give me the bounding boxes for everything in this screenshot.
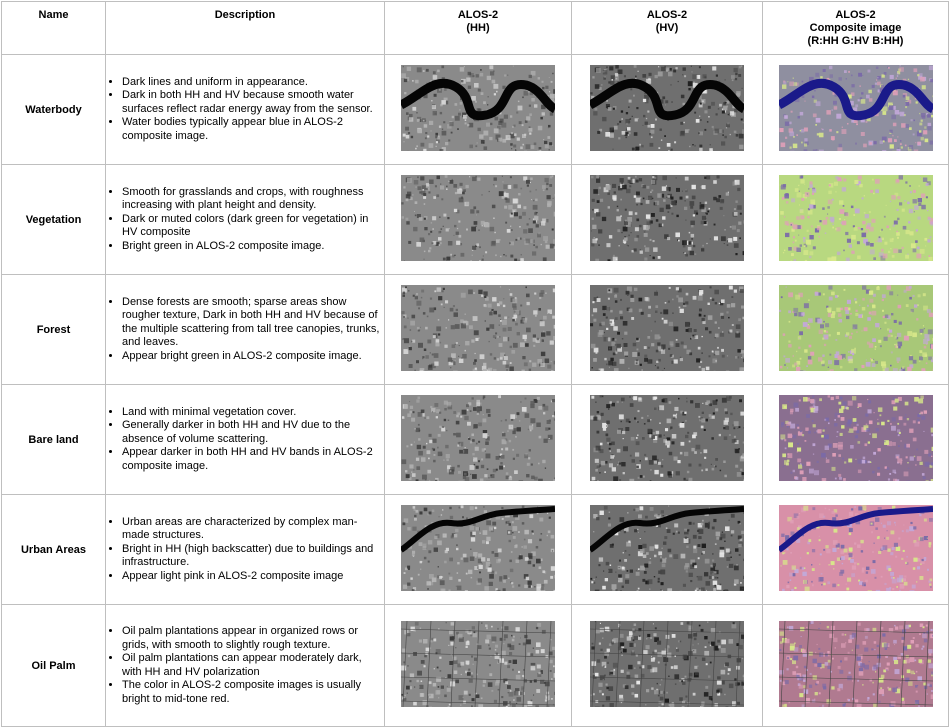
table-row: Oil Palm Oil palm plantations appear in o…: [2, 605, 949, 727]
row-name: Urban Areas: [2, 495, 106, 605]
image-cell-composite: [763, 385, 949, 495]
waterbody-hh-radar-image: [401, 65, 555, 151]
image-cell-composite: [763, 605, 949, 727]
row-name: Waterbody: [2, 55, 106, 165]
image-cell-composite: [763, 495, 949, 605]
description-bullet: Dark in both HH and HV because smooth wa…: [122, 89, 384, 116]
forest-hv-radar-image: [590, 285, 744, 371]
image-cell-hh: [385, 55, 572, 165]
table-row: Bare landLand with minimal vegetation co…: [2, 385, 949, 495]
bare-land-composite-image: [779, 395, 933, 481]
header-row: Name Description ALOS-2 (HH) ALOS-2 (HV)…: [2, 2, 949, 55]
image-cell-hv: [572, 495, 763, 605]
row-name: Bare land: [2, 385, 106, 495]
image-cell-hh: [385, 385, 572, 495]
row-name: Vegetation: [2, 165, 106, 275]
description-list: Dense forests are smooth; sparse areas s…: [106, 296, 384, 364]
vegetation-composite-image: [779, 175, 933, 261]
row-description: Dense forests are smooth; sparse areas s…: [106, 275, 385, 385]
row-description: Dark lines and uniform in appearance.Dar…: [106, 55, 385, 165]
table-row: Forest Dense forests are smooth; sparse a…: [2, 275, 949, 385]
description-bullet: Land with minimal vegetation cover.: [122, 406, 384, 420]
row-description: Land with minimal vegetation cover.Gener…: [106, 385, 385, 495]
image-cell-hh: [385, 165, 572, 275]
vegetation-hh-radar-image: [401, 175, 555, 261]
header-composite: ALOS-2 Composite image (R:HH G:HV B:HH): [763, 2, 949, 55]
vegetation-hv-radar-image: [590, 175, 744, 261]
image-cell-hv: [572, 275, 763, 385]
urban-hv-radar-image: [590, 505, 744, 591]
header-name: Name: [2, 2, 106, 55]
forest-hh-radar-image: [401, 285, 555, 371]
description-bullet: The color in ALOS-2 composite images is …: [122, 679, 384, 706]
image-cell-hv: [572, 385, 763, 495]
header-hv: ALOS-2 (HV): [572, 2, 763, 55]
waterbody-hv-radar-image: [590, 65, 744, 151]
description-bullet: Generally darker in both HH and HV due t…: [122, 419, 384, 446]
description-list: Oil palm plantations appear in organized…: [106, 625, 384, 706]
image-cell-hv: [572, 605, 763, 727]
image-cell-hv: [572, 165, 763, 275]
description-list: Urban areas are characterized by complex…: [106, 516, 384, 584]
description-bullet: Water bodies typically appear blue in AL…: [122, 116, 384, 143]
row-name: Forest: [2, 275, 106, 385]
description-bullet: Bright green in ALOS-2 composite image.: [122, 240, 384, 254]
bare-land-hh-radar-image: [401, 395, 555, 481]
oil-palm-hv-radar-image: [590, 621, 744, 707]
bare-land-hv-radar-image: [590, 395, 744, 481]
image-cell-hh: [385, 275, 572, 385]
description-list: Land with minimal vegetation cover.Gener…: [106, 406, 384, 474]
image-cell-composite: [763, 275, 949, 385]
oil-palm-hh-radar-image: [401, 621, 555, 707]
description-bullet: Dark lines and uniform in appearance.: [122, 76, 384, 90]
image-cell-hv: [572, 55, 763, 165]
image-cell-composite: [763, 165, 949, 275]
oil-palm-composite-image: [779, 621, 933, 707]
forest-composite-image: [779, 285, 933, 371]
image-cell-composite: [763, 55, 949, 165]
header-hh: ALOS-2 (HH): [385, 2, 572, 55]
description-bullet: Bright in HH (high backscatter) due to b…: [122, 543, 384, 570]
description-list: Dark lines and uniform in appearance.Dar…: [106, 76, 384, 144]
urban-hh-radar-image: [401, 505, 555, 591]
row-description: Smooth for grasslands and crops, with ro…: [106, 165, 385, 275]
urban-composite-image: [779, 505, 933, 591]
description-bullet: Urban areas are characterized by complex…: [122, 516, 384, 543]
header-description: Description: [106, 2, 385, 55]
waterbody-composite-image: [779, 65, 933, 151]
description-list: Smooth for grasslands and crops, with ro…: [106, 186, 384, 254]
row-name: Oil Palm: [2, 605, 106, 727]
description-bullet: Appear light pink in ALOS-2 composite im…: [122, 570, 384, 584]
description-bullet: Smooth for grasslands and crops, with ro…: [122, 186, 384, 213]
row-description: Oil palm plantations appear in organized…: [106, 605, 385, 727]
image-cell-hh: [385, 605, 572, 727]
description-bullet: Dense forests are smooth; sparse areas s…: [122, 296, 384, 350]
description-bullet: Appear darker in both HH and HV bands in…: [122, 446, 384, 473]
table-row: Urban Areas Urban areas are characterized…: [2, 495, 949, 605]
description-bullet: Dark or muted colors (dark green for veg…: [122, 213, 384, 240]
description-bullet: Oil palm plantations appear in organized…: [122, 625, 384, 652]
description-bullet: Oil palm plantations can appear moderate…: [122, 652, 384, 679]
description-bullet: Appear bright green in ALOS-2 composite …: [122, 350, 384, 364]
table-row: Vegetation Smooth for grasslands and crop…: [2, 165, 949, 275]
row-description: Urban areas are characterized by complex…: [106, 495, 385, 605]
table-row: WaterbodyDark lines and uniform in appea…: [2, 55, 949, 165]
image-cell-hh: [385, 495, 572, 605]
